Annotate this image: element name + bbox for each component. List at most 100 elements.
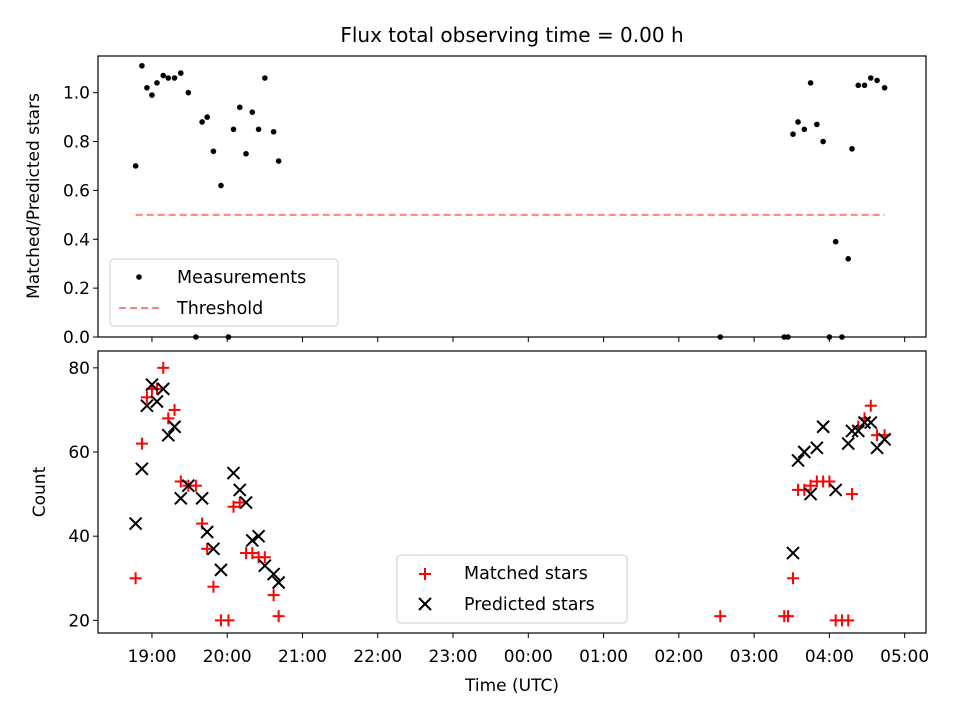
x-tick-label: 22:00	[353, 647, 402, 667]
measurement-point	[230, 126, 237, 133]
measurement-point	[801, 126, 808, 133]
predicted-star-point	[857, 415, 872, 430]
measurement-point	[236, 104, 243, 111]
measurement-point	[204, 114, 210, 120]
legend-measurements-marker	[136, 274, 142, 280]
bottom-y-tick-label: 80	[68, 359, 90, 379]
measurement-point	[255, 126, 262, 133]
top-legend-frame	[109, 258, 339, 327]
measurement-point	[210, 148, 217, 155]
x-tick-label: 20:00	[203, 647, 252, 667]
measurement-point	[185, 89, 192, 96]
measurement-point	[814, 121, 820, 128]
predicted-star-point	[816, 420, 830, 434]
predicted-star-point	[266, 567, 281, 581]
predicted-star-point	[135, 462, 149, 476]
predicted-star-point	[214, 563, 228, 577]
measurement-point	[249, 109, 256, 115]
top-axes-frame	[97, 55, 927, 338]
matched-star-point	[787, 572, 800, 585]
measurement-point	[178, 70, 184, 76]
legend-predicted-marker	[418, 597, 432, 611]
bottom-y-tick-label: 40	[68, 527, 90, 547]
top-y-tick-label: 0.6	[63, 181, 90, 201]
matched-star-point	[222, 614, 235, 627]
top-y-tick-label: 0.2	[63, 279, 90, 299]
matched-star-point	[129, 572, 142, 585]
matched-star-point	[233, 496, 246, 509]
measurement-point	[218, 182, 224, 189]
predicted-star-point	[145, 377, 159, 392]
x-tick-label: 02:00	[654, 647, 703, 667]
bottom-axes-frame	[97, 350, 927, 634]
legend-matched-label: Matched stars	[464, 564, 588, 584]
predicted-star-point	[810, 441, 824, 455]
matched-star-point	[272, 610, 285, 623]
predicted-star-point	[181, 478, 196, 493]
top-y-axis-label: Matched/Predicted stars	[24, 93, 44, 299]
matched-star-point	[267, 589, 280, 602]
predicted-star-point	[877, 432, 892, 447]
bottom-legend-frame	[396, 554, 628, 624]
x-axis-label: Time (UTC)	[464, 676, 559, 696]
measurement-point	[171, 75, 178, 81]
top-panel: 0.0 0.2 0.4 0.6 0.8 1.0 Flux total observing …	[24, 23, 927, 348]
x-tick-label: 04:00	[805, 647, 854, 667]
matched-star-point	[135, 437, 148, 450]
measurement-point	[275, 158, 282, 164]
matched-star-point	[782, 610, 794, 623]
predicted-star-point	[156, 382, 170, 396]
legend-threshold-label: Threshold	[176, 299, 263, 319]
measurement-point	[881, 84, 888, 91]
matched-star-point	[258, 551, 271, 564]
predicted-star-point	[206, 542, 221, 556]
predicted-star-point	[803, 487, 818, 501]
predicted-star-point	[786, 546, 800, 560]
top-chart-title: Flux total observing time = 0.00 h	[340, 23, 683, 47]
measurement-point	[199, 119, 205, 125]
bottom-y-axis-label: Count	[30, 466, 50, 517]
measurement-point	[165, 75, 172, 81]
legend-predicted-label: Predicted stars	[464, 595, 595, 615]
x-tick-label: 03:00	[730, 647, 779, 667]
measurement-point	[790, 131, 796, 137]
predicted-star-point	[140, 399, 154, 413]
predicted-star-point	[161, 428, 175, 442]
top-plot-marks	[132, 62, 888, 340]
top-x-ticks	[151, 337, 906, 342]
matched-star-point	[798, 483, 811, 496]
measurement-point	[144, 84, 150, 91]
matched-star-point	[864, 399, 877, 412]
x-tick-label: 01:00	[579, 647, 628, 667]
measurement-point	[861, 82, 868, 89]
top-y-tick-label: 0.0	[63, 328, 90, 348]
predicted-star-point	[271, 575, 286, 590]
top-y-tick-label: 0.4	[63, 230, 90, 250]
predicted-star-point	[150, 394, 164, 409]
measurement-point	[132, 163, 139, 169]
predicted-star-point	[174, 491, 188, 506]
measurement-point	[154, 80, 160, 86]
bottom-y-tick-label: 60	[68, 443, 90, 463]
matched-star-point	[845, 488, 858, 501]
measurement-point	[849, 146, 855, 152]
legend-matched-marker	[419, 568, 431, 580]
predicted-star-point	[245, 533, 260, 548]
measurement-point	[262, 75, 268, 81]
matched-star-point	[140, 391, 153, 404]
predicted-star-point	[128, 516, 143, 531]
predicted-star-point	[797, 445, 812, 459]
bottom-y-tick-label: 20	[68, 611, 90, 631]
bottom-y-ticks: 20 40 60 80	[68, 359, 98, 631]
top-legend: Measurements Threshold	[109, 258, 339, 327]
matched-star-point	[804, 479, 817, 492]
predicted-star-point	[791, 453, 805, 468]
bottom-plot-marks	[128, 361, 892, 627]
measurement-point	[139, 62, 145, 69]
legend-measurements-label: Measurements	[177, 268, 306, 288]
x-tick-label: 21:00	[278, 647, 327, 667]
predicted-star-point	[226, 466, 241, 480]
predicted-star-point	[200, 525, 214, 539]
predicted-star-point	[845, 424, 859, 438]
x-tick-label: 23:00	[429, 647, 478, 667]
